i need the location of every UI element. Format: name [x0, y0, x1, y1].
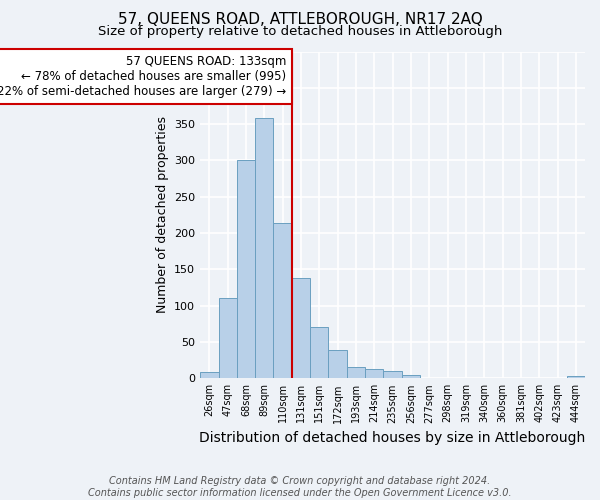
X-axis label: Distribution of detached houses by size in Attleborough: Distribution of detached houses by size … [199, 431, 586, 445]
Bar [200, 372, 218, 378]
Bar [218, 298, 237, 378]
Bar [237, 160, 255, 378]
Text: Size of property relative to detached houses in Attleborough: Size of property relative to detached ho… [98, 25, 502, 38]
Bar [255, 118, 274, 378]
Bar [310, 328, 328, 378]
Bar [402, 374, 420, 378]
Text: Contains HM Land Registry data © Crown copyright and database right 2024.
Contai: Contains HM Land Registry data © Crown c… [88, 476, 512, 498]
Text: 57 QUEENS ROAD: 133sqm
← 78% of detached houses are smaller (995)
22% of semi-de: 57 QUEENS ROAD: 133sqm ← 78% of detached… [0, 55, 286, 98]
Bar [566, 376, 585, 378]
Text: 57, QUEENS ROAD, ATTLEBOROUGH, NR17 2AQ: 57, QUEENS ROAD, ATTLEBOROUGH, NR17 2AQ [118, 12, 482, 28]
Y-axis label: Number of detached properties: Number of detached properties [155, 116, 169, 314]
Bar [383, 371, 402, 378]
Bar [365, 369, 383, 378]
Bar [347, 368, 365, 378]
Bar [274, 223, 292, 378]
Bar [328, 350, 347, 378]
Bar [292, 278, 310, 378]
